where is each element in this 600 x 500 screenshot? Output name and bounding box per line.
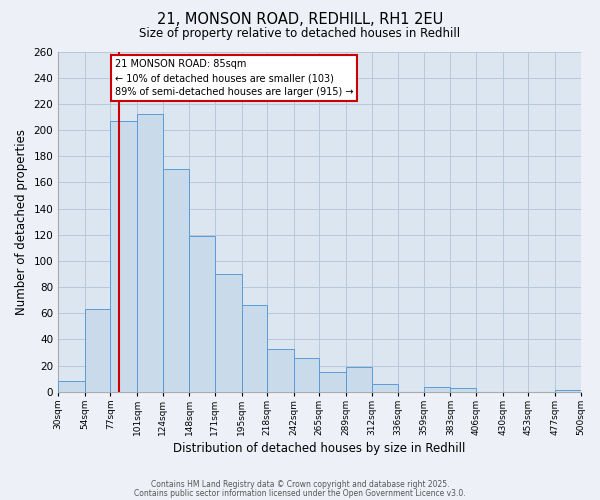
Bar [346, 367, 371, 392]
Bar [294, 358, 319, 392]
Bar [190, 236, 215, 392]
Bar [58, 382, 85, 392]
Text: Size of property relative to detached houses in Redhill: Size of property relative to detached ho… [139, 28, 461, 40]
X-axis label: Distribution of detached houses by size in Redhill: Distribution of detached houses by size … [173, 442, 466, 455]
Bar [137, 114, 163, 392]
Bar [242, 306, 267, 392]
Text: Contains public sector information licensed under the Open Government Licence v3: Contains public sector information licen… [134, 488, 466, 498]
Bar [215, 274, 242, 392]
Bar [371, 384, 398, 392]
Text: Contains HM Land Registry data © Crown copyright and database right 2025.: Contains HM Land Registry data © Crown c… [151, 480, 449, 489]
Bar [163, 170, 190, 392]
Bar [267, 348, 294, 392]
Bar [555, 390, 581, 392]
Bar [424, 386, 451, 392]
Bar [319, 372, 346, 392]
Bar [451, 388, 476, 392]
Bar [85, 310, 110, 392]
Text: 21 MONSON ROAD: 85sqm
← 10% of detached houses are smaller (103)
89% of semi-det: 21 MONSON ROAD: 85sqm ← 10% of detached … [115, 60, 353, 98]
Text: 21, MONSON ROAD, REDHILL, RH1 2EU: 21, MONSON ROAD, REDHILL, RH1 2EU [157, 12, 443, 28]
Bar [110, 121, 137, 392]
Y-axis label: Number of detached properties: Number of detached properties [15, 128, 28, 314]
